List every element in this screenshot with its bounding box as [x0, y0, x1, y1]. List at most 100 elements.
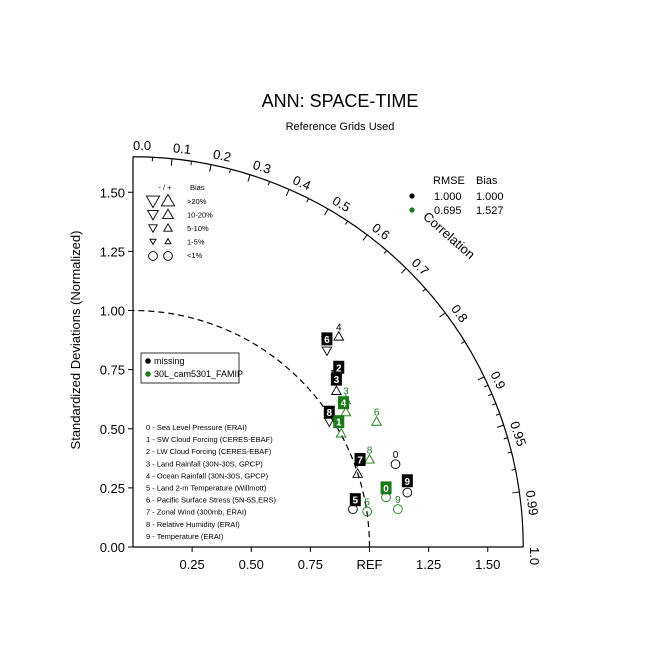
corr-minor-tick: [511, 468, 516, 471]
label-box-text: 2: [336, 363, 342, 374]
corr-minor-tick: [503, 437, 508, 440]
data-label: 9: [395, 495, 401, 506]
bias-legend-label: <1%: [187, 251, 203, 260]
label-box-text: 7: [357, 455, 363, 466]
corr-minor-tick: [484, 384, 489, 388]
label-box-text: 6: [324, 335, 330, 346]
variable-legend-item: 4 - Ocean Rainfall (30N-30S, GPCP): [146, 471, 269, 480]
label-box: [333, 415, 345, 429]
reference-arc: [132, 309, 371, 548]
corr-tick: [496, 424, 504, 428]
bias-legend-marker-neg: [148, 224, 158, 234]
label-box: [323, 405, 335, 419]
data-marker: [371, 415, 383, 426]
corr-tick: [247, 174, 251, 182]
corr-tick: [477, 376, 485, 381]
corr-tick-label: 0.99: [523, 489, 541, 516]
variable-legend-item: 3 - Land Rainfall (30N-30S, GPCP): [146, 459, 263, 468]
label-box-text: 4: [341, 399, 347, 410]
corr-minor-tick: [488, 393, 493, 397]
data-marker: [352, 467, 364, 478]
case-legend-label: missing: [154, 356, 185, 366]
ref-label: REF: [357, 557, 383, 572]
corr-tick-label: 0.3: [251, 157, 273, 177]
data-marker: [321, 346, 333, 357]
label-box-text: 8: [327, 408, 333, 419]
data-label: 5: [364, 498, 370, 509]
variable-legend-item: 2 - LW Cloud Forcing (CERES-EBAF): [146, 447, 272, 456]
corr-tick: [285, 189, 290, 196]
bias-legend-marker-pos: [161, 208, 175, 220]
corr-tick-label: 0.9: [487, 369, 508, 392]
data-label: 6: [374, 408, 380, 419]
y-tick-label: 0.75: [100, 363, 125, 378]
case-legend-box: [140, 352, 240, 384]
label-box: [321, 332, 333, 346]
bias-legend-sign: - / +: [158, 183, 172, 192]
x-tick-label: 0.50: [239, 557, 264, 572]
variable-legend-item: 9 - Temperature (ERAI): [146, 532, 224, 541]
corr-tick-label: 0.95: [507, 419, 529, 448]
data-label: 3: [343, 386, 349, 397]
x-tick-label: 1.25: [416, 557, 441, 572]
stats-dot: [409, 207, 415, 213]
bias-legend-marker-neg: [148, 251, 158, 261]
bias-legend-marker-pos: [163, 222, 173, 232]
variable-legend-item: 8 - Relative Humidity (ERAI): [146, 520, 240, 529]
label-box: [330, 372, 342, 386]
bias-legend-marker-neg: [149, 238, 157, 246]
y-tick-label: 1.50: [100, 185, 125, 200]
data-marker: [402, 487, 413, 498]
corr-minor-tick: [190, 161, 193, 166]
corr-minor-tick: [229, 169, 232, 174]
bias-legend-marker-pos: [160, 193, 176, 207]
data-marker: [330, 385, 342, 395]
y-axis-label: Standardized Deviations (Normalized): [68, 231, 83, 450]
data-marker: [363, 453, 376, 464]
data-marker: [362, 506, 372, 517]
data-label: 8: [367, 445, 373, 456]
stats-rmse: 1.000: [434, 191, 462, 203]
corr-tick: [170, 158, 173, 166]
case-legend-label: 30L_cam5301_FAMIP: [154, 369, 243, 379]
corr-tick: [324, 208, 329, 216]
corr-minor-tick: [306, 198, 310, 203]
corr-tick-label: 0.2: [212, 146, 233, 164]
stats-header-rmse: RMSE: [433, 175, 465, 187]
corr-minor-tick: [492, 403, 497, 406]
stats-bias: 1.527: [476, 205, 504, 217]
data-marker: [340, 406, 352, 417]
variable-legend-item: 7 - Zonal Wind (300mb, ERAI): [146, 508, 247, 517]
corr-minor-tick: [267, 181, 271, 186]
corr-tick: [362, 234, 368, 241]
chart-title: ANN: SPACE-TIME: [262, 91, 419, 111]
corr-minor-tick: [422, 288, 426, 292]
corr-tick: [512, 491, 520, 494]
bias-legend-label: >20%: [187, 197, 207, 206]
bias-legend-marker-pos: [164, 237, 172, 245]
corr-tick-label: 0.0: [133, 138, 151, 153]
variable-legend-item: 1 - SW Cloud Forcing (CERES-EBAF): [146, 435, 273, 444]
corr-tick: [439, 312, 446, 318]
label-box-text: 9: [405, 477, 411, 488]
y-tick-label: 0.00: [100, 540, 125, 555]
y-tick-label: 0.25: [100, 481, 125, 496]
label-box-text: 5: [353, 496, 359, 507]
label-box-text: 3: [334, 375, 340, 386]
label-box: [349, 493, 361, 507]
data-marker: [390, 459, 401, 470]
bias-legend-marker-neg: [146, 209, 160, 221]
label-box: [401, 474, 413, 488]
variable-legend-item: 0 - Sea Level Pressure (ERAI): [146, 423, 247, 432]
label-box-text: 1: [336, 418, 342, 429]
corr-tick-label: 1.0: [527, 547, 542, 565]
x-tick-label: 0.75: [298, 557, 323, 572]
corr-tick-label: 0.4: [291, 172, 314, 193]
label-box: [354, 452, 366, 466]
corr-tick-label: 0.1: [172, 140, 191, 157]
data-marker: [393, 504, 403, 515]
corr-tick: [400, 267, 407, 274]
corr-minor-tick: [495, 413, 500, 416]
chart-subtitle: Reference Grids Used: [286, 121, 395, 133]
